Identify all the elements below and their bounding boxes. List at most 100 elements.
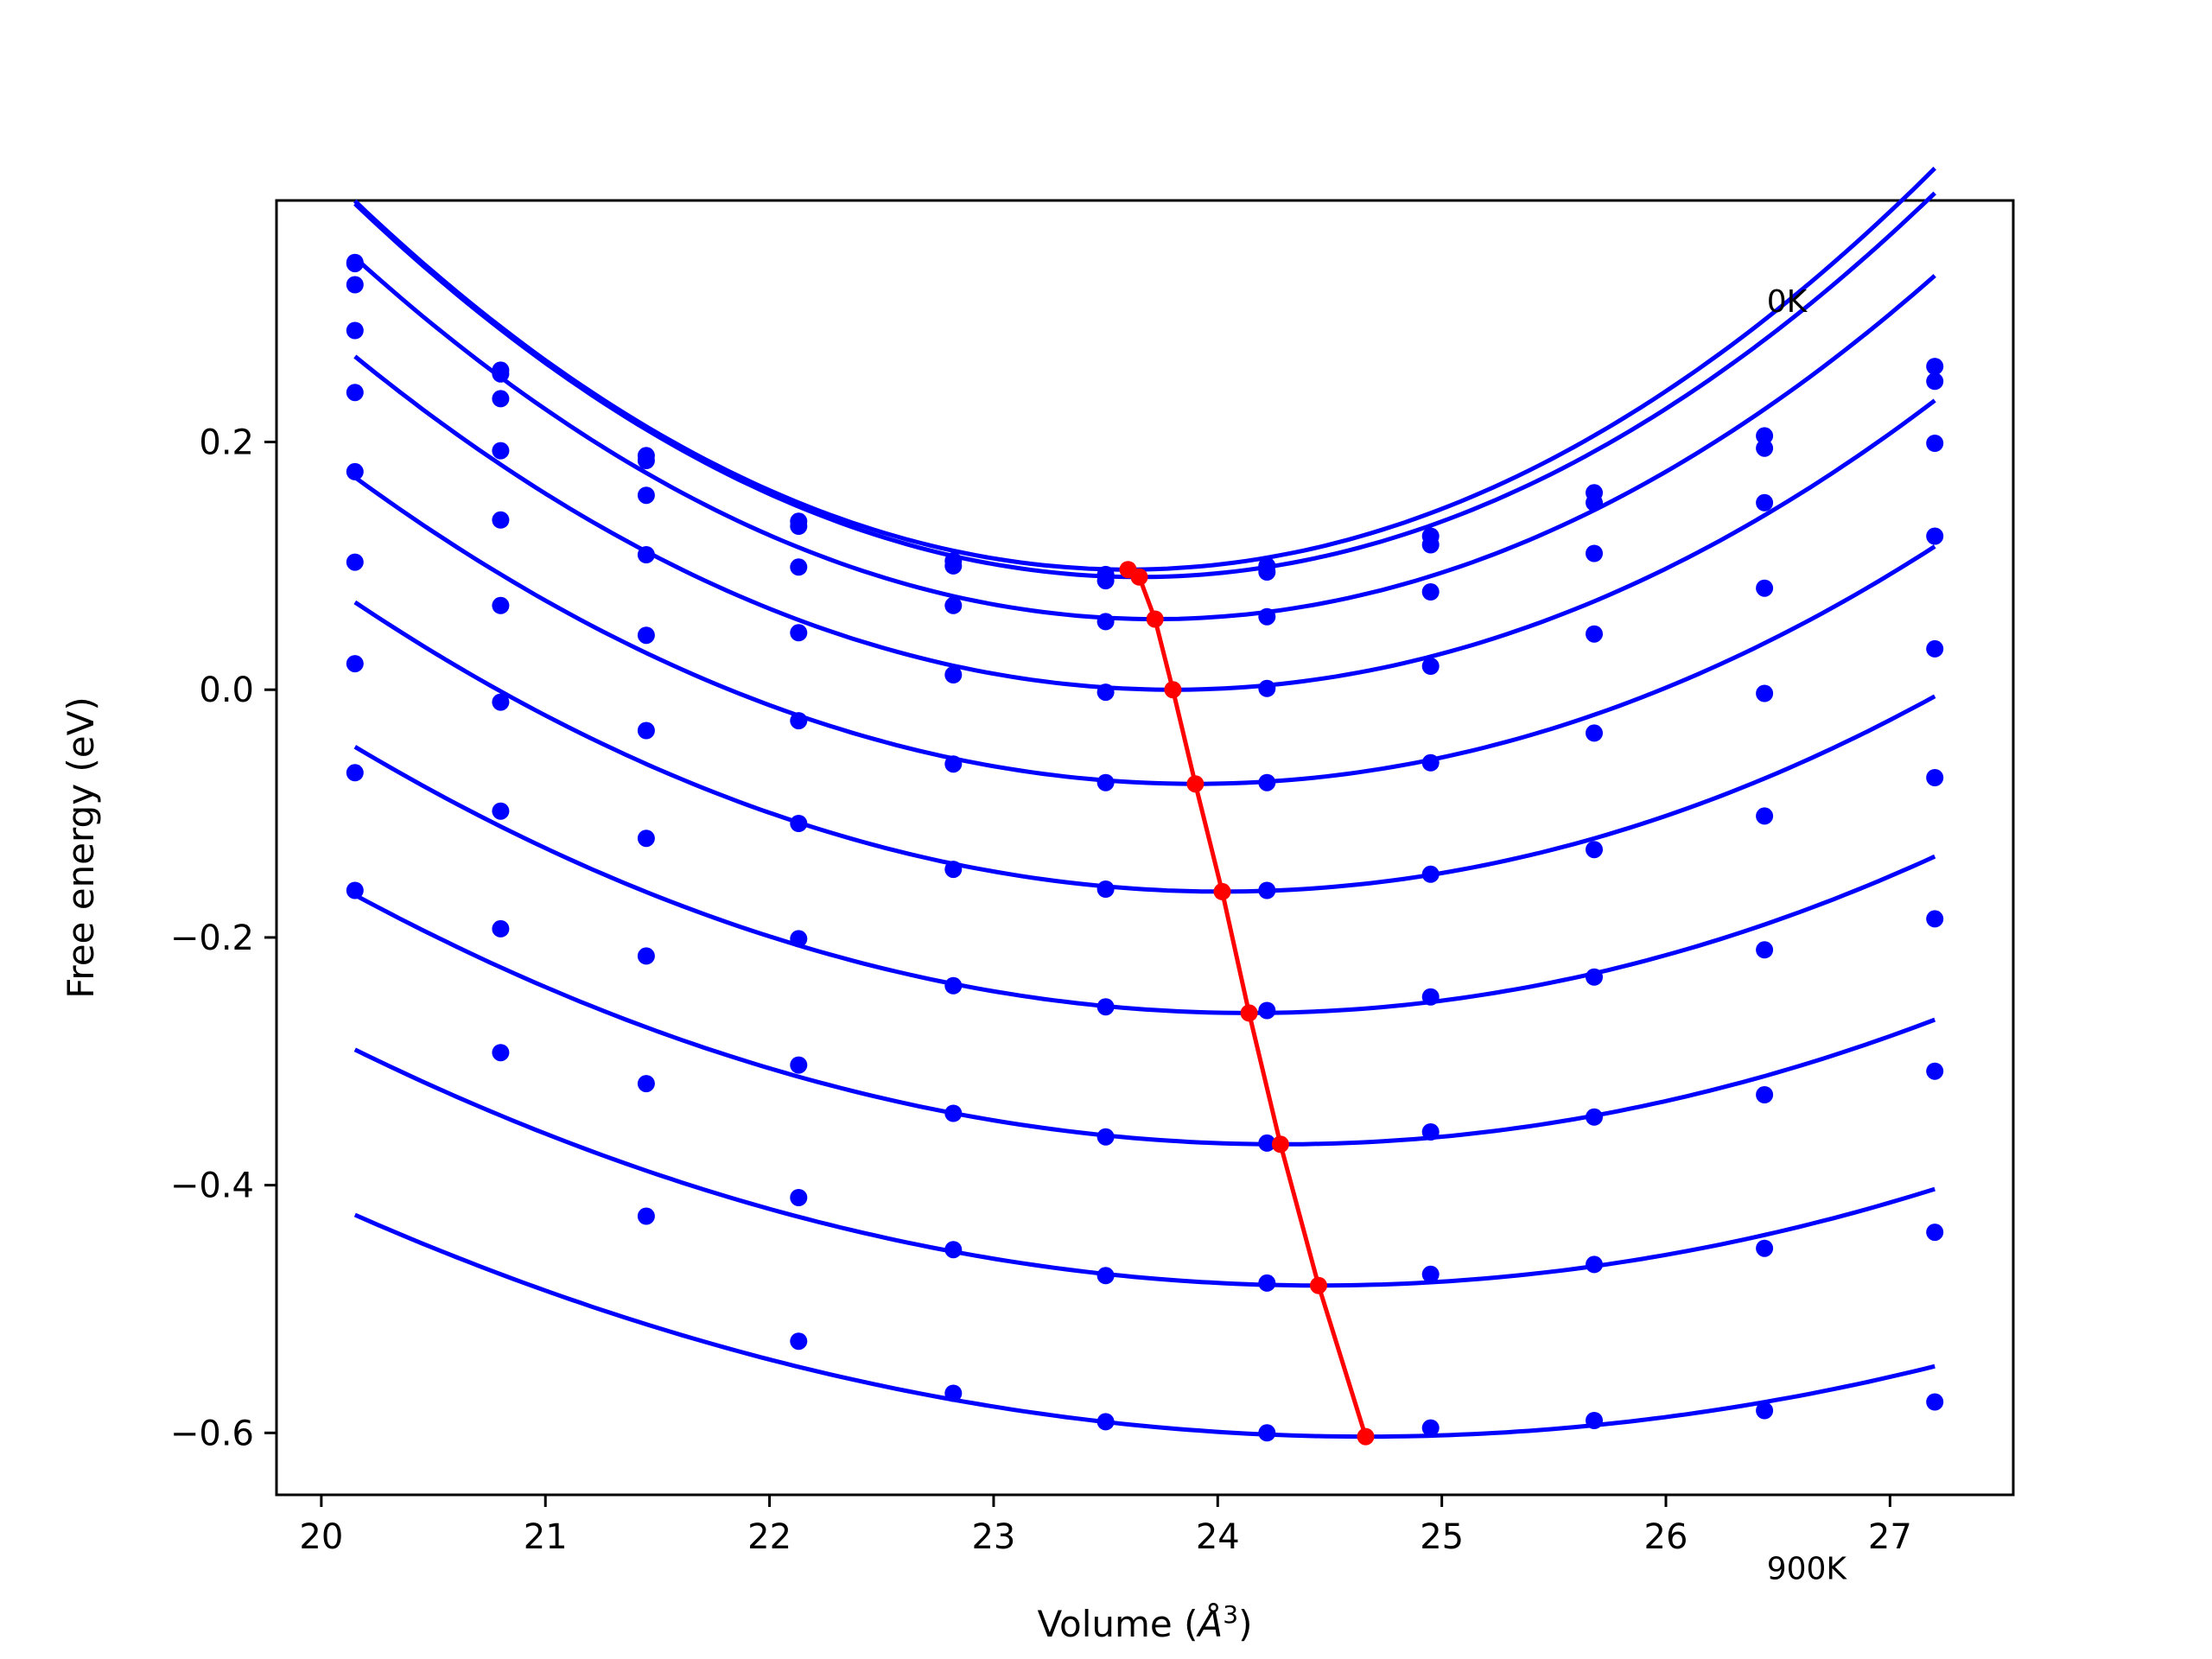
data-point-3-11 xyxy=(1926,435,1944,452)
data-point-7-5 xyxy=(944,976,963,995)
plot-area xyxy=(275,199,2015,1497)
data-point-4-2 xyxy=(492,442,510,460)
data-point-6-3 xyxy=(637,721,655,740)
minimum-point-6 xyxy=(1213,882,1231,900)
data-point-7-4 xyxy=(790,930,808,948)
data-point-4-11 xyxy=(1926,527,1944,545)
data-point-3-5 xyxy=(944,596,963,614)
data-point-6-2 xyxy=(492,596,510,614)
data-point-6-1 xyxy=(346,462,364,480)
data-point-10-10 xyxy=(1756,1402,1774,1420)
x-tick-label: 21 xyxy=(524,1517,568,1557)
data-point-2-10 xyxy=(1756,439,1774,457)
data-point-3-1 xyxy=(346,276,364,294)
y-axis-ticks: −0.6 −0.4 −0.2 0.0 0.2 xyxy=(170,423,276,1453)
data-point-10-7 xyxy=(1258,1424,1276,1442)
data-point-6-9 xyxy=(1586,841,1603,859)
minimum-point-8 xyxy=(1271,1135,1289,1154)
data-point-10-5 xyxy=(944,1384,963,1402)
x-tick-label: 25 xyxy=(1420,1517,1464,1557)
data-point-3-3 xyxy=(637,486,655,505)
y-axis-label: Free energy (eV) xyxy=(60,696,102,999)
data-point-7-2 xyxy=(492,693,510,711)
data-point-8-5 xyxy=(944,1104,963,1122)
data-point-4-9 xyxy=(1586,625,1603,643)
data-point-9-3 xyxy=(637,1075,655,1093)
data-point-9-4 xyxy=(790,1189,808,1206)
data-point-1-11 xyxy=(1926,358,1944,376)
data-point-9-7 xyxy=(1258,1274,1276,1292)
data-point-9-11 xyxy=(1926,1224,1944,1242)
data-point-7-10 xyxy=(1756,941,1774,959)
minimum-point-4 xyxy=(1164,681,1182,699)
data-point-2-4 xyxy=(790,518,808,535)
data-point-10-11 xyxy=(1926,1393,1944,1411)
x-tick-label: 23 xyxy=(971,1517,1015,1557)
data-point-4-6 xyxy=(1096,683,1115,702)
data-point-9-9 xyxy=(1586,1255,1603,1274)
data-point-10-4 xyxy=(790,1332,808,1351)
x-tick-label: 26 xyxy=(1644,1517,1688,1557)
data-point-6-5 xyxy=(944,861,963,879)
minimum-point-3 xyxy=(1146,610,1164,628)
fit-curve-5 xyxy=(353,475,1936,786)
data-point-3-4 xyxy=(790,558,808,576)
x-tick-label: 22 xyxy=(747,1517,791,1557)
data-point-2-6 xyxy=(1096,572,1115,590)
minimum-point-7 xyxy=(1240,1004,1258,1022)
data-point-10-1 xyxy=(346,881,364,899)
data-point-8-6 xyxy=(1096,1128,1115,1146)
minima-path xyxy=(1127,568,1368,1438)
fit-curve-8 xyxy=(353,893,1936,1147)
data-point-7-7 xyxy=(1258,1001,1276,1020)
y-tick-label: −0.2 xyxy=(170,918,254,958)
data-point-6-10 xyxy=(1756,807,1774,825)
data-point-9-2 xyxy=(492,919,510,938)
data-point-5-11 xyxy=(1926,639,1944,658)
data-point-5-6 xyxy=(1096,773,1115,791)
data-point-5-2 xyxy=(492,511,510,529)
data-point-10-3 xyxy=(637,1207,655,1225)
data-point-5-5 xyxy=(944,755,963,773)
data-point-7-6 xyxy=(1096,998,1115,1016)
data-point-8-8 xyxy=(1421,1123,1440,1141)
fit-curve-10 xyxy=(353,1212,1936,1440)
y-tick-label: −0.6 xyxy=(170,1414,254,1453)
data-point-7-9 xyxy=(1586,968,1603,986)
fit-curves xyxy=(353,166,1936,1440)
data-point-3-2 xyxy=(492,390,510,408)
data-point-4-3 xyxy=(637,546,655,563)
data-point-6-7 xyxy=(1258,881,1276,899)
data-point-4-1 xyxy=(346,321,364,340)
minimum-point-9 xyxy=(1310,1276,1327,1294)
fit-curve-4 xyxy=(353,354,1936,692)
fit-curve-9 xyxy=(353,1047,1936,1288)
data-point-6-4 xyxy=(790,815,808,832)
data-point-8-2 xyxy=(492,802,510,820)
data-point-2-1 xyxy=(346,255,364,273)
data-point-8-11 xyxy=(1926,1062,1944,1080)
data-point-2-8 xyxy=(1421,536,1440,554)
data-point-3-10 xyxy=(1756,493,1774,512)
data-point-7-3 xyxy=(637,830,655,848)
data-point-2-7 xyxy=(1258,563,1276,581)
data-point-3-6 xyxy=(1096,613,1115,631)
minimum-point-2 xyxy=(1130,568,1148,586)
data-point-9-10 xyxy=(1756,1239,1774,1257)
data-point-2-3 xyxy=(637,452,655,469)
data-point-6-8 xyxy=(1421,865,1440,883)
y-tick-label: 0.2 xyxy=(199,423,254,463)
data-point-5-8 xyxy=(1421,753,1440,772)
data-point-8-1 xyxy=(346,655,364,673)
data-point-2-11 xyxy=(1926,372,1944,391)
data-point-7-1 xyxy=(346,553,364,571)
annotation-900k: 900K xyxy=(1767,1552,1848,1587)
data-point-4-4 xyxy=(790,624,808,642)
y-tick-label: 0.0 xyxy=(199,671,254,710)
data-point-10-9 xyxy=(1586,1412,1603,1429)
data-point-3-7 xyxy=(1258,607,1276,626)
annotation-0k: 0K xyxy=(1767,284,1808,320)
data-point-2-9 xyxy=(1586,493,1603,512)
x-tick-label: 27 xyxy=(1868,1517,1912,1557)
